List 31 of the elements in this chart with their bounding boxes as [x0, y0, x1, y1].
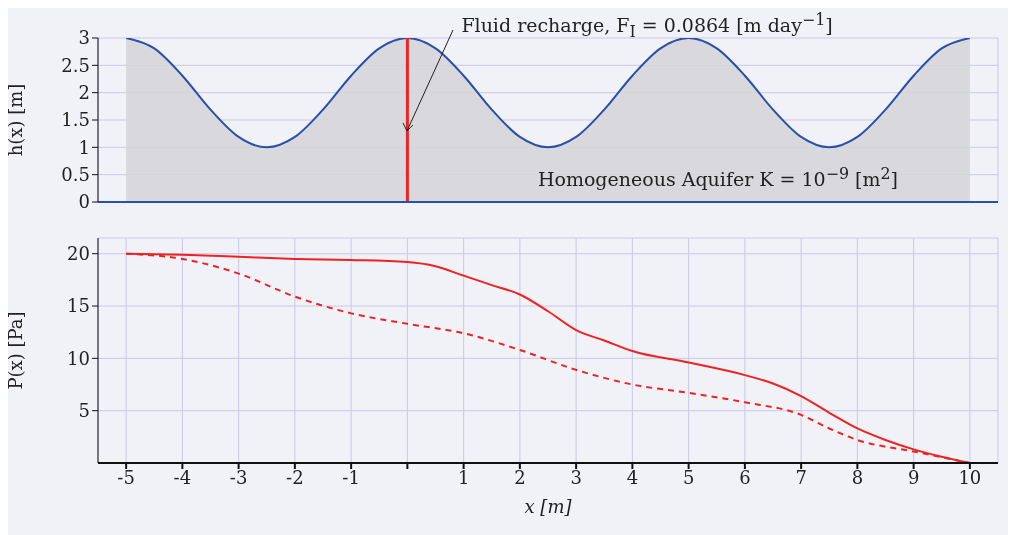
x-tick-label: -2 [286, 466, 304, 488]
y-tick-label: 10 [67, 347, 90, 369]
y-axis-title: h(x) [m] [5, 83, 27, 157]
x-tick-label: 10 [958, 466, 982, 488]
y-axis-title: P(x) [Pa] [5, 311, 27, 390]
x-tick-label: 3 [570, 466, 582, 488]
annotation: Fluid recharge, F$_{I}$ = 0.0864 [m day$^{−1}$] [461, 10, 833, 42]
y-tick-label: 2 [78, 82, 90, 104]
x-tick-label: 9 [907, 466, 920, 488]
x-axis-title: x [m] [524, 496, 573, 517]
x-tick-label: 4 [626, 466, 639, 488]
x-tick-label: -3 [229, 466, 248, 488]
y-tick-label: 2.5 [61, 54, 90, 76]
x-tick-label: -1 [342, 466, 360, 488]
annotation: Homogeneous Aquifer K = 10$^{−9}$ [m$^{2}$] [537, 164, 898, 191]
y-tick-label: 0.5 [61, 164, 90, 186]
x-tick-label: 1 [457, 466, 470, 488]
x-tick-label: 7 [795, 466, 807, 488]
y-tick-label: 3 [78, 27, 90, 49]
y-tick-label: 0 [78, 191, 90, 213]
x-tick-label: -4 [173, 466, 192, 488]
x-tick-label: 5 [682, 466, 695, 488]
y-tick-label: 1 [78, 136, 90, 158]
y-tick-label: 5 [78, 400, 90, 422]
y-tick-label: 15 [67, 295, 90, 317]
x-tick-label: 2 [514, 466, 526, 488]
x-tick-label: -5 [117, 466, 135, 488]
x-tick-label: 8 [851, 466, 864, 488]
y-tick-label: 20 [67, 243, 90, 265]
x-tick-label: 6 [739, 466, 751, 488]
y-tick-label: 1.5 [61, 109, 90, 131]
